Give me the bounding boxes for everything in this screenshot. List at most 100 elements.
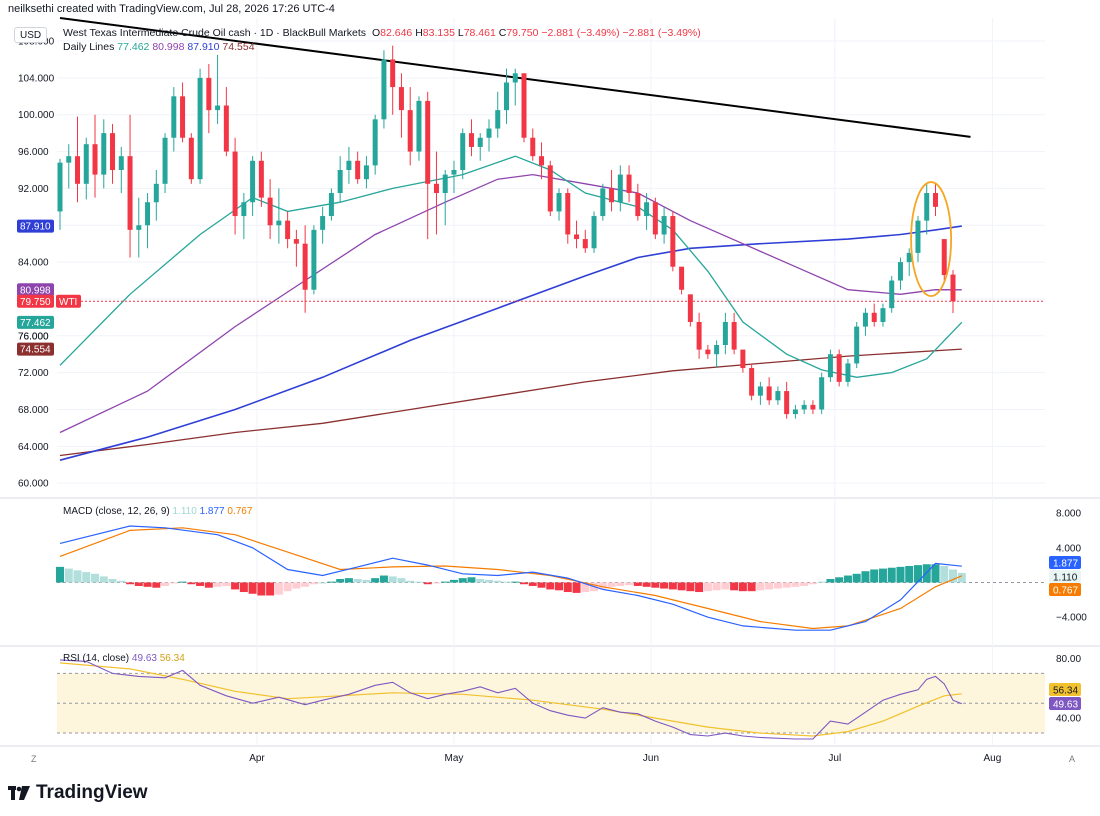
candle-body — [565, 193, 571, 235]
candle-body — [372, 119, 378, 166]
candle-body — [854, 326, 860, 364]
candle-body — [398, 87, 404, 111]
candle-body — [784, 391, 790, 415]
macd-histogram-bar — [511, 581, 520, 583]
macd-histogram-bar — [432, 582, 441, 584]
macd-histogram-bar — [773, 582, 782, 589]
macd-histogram-bar — [231, 582, 240, 590]
symbol-tag-text: WTI — [59, 297, 77, 308]
macd-legend-label: MACD (close, 12, 26, 9) — [63, 506, 170, 517]
candle-body — [460, 133, 466, 170]
symbol-title[interactable]: West Texas Intermediate Crude Oil cash ·… — [63, 27, 367, 39]
macd-histogram-bar — [546, 582, 555, 590]
rsi-value-badge — [1049, 683, 1081, 696]
zoom-corner-left[interactable]: Z — [31, 754, 37, 764]
macd-histogram-bar — [957, 572, 966, 583]
macd-histogram-bar — [878, 568, 887, 583]
macd-histogram-bar — [616, 582, 625, 586]
macd-value-badge-text: 1.110 — [1053, 573, 1078, 584]
candle-body — [250, 160, 256, 203]
price-label-text: 87.910 — [20, 222, 51, 233]
candle-body — [171, 96, 177, 138]
candle-body — [600, 188, 606, 217]
macd-histogram-bar — [887, 567, 896, 583]
macd-histogram-bar — [835, 577, 844, 583]
open-value: 82.646 — [380, 27, 413, 39]
candle-body — [714, 345, 720, 355]
candle-body — [521, 73, 527, 138]
macd-histogram-bar — [520, 582, 529, 585]
candle-body — [75, 156, 81, 184]
price-axis-label: 64.000 — [18, 442, 49, 453]
macd-legend[interactable]: MACD (close, 12, 26, 9) 1.110 1.877 0.76… — [63, 506, 252, 517]
candle-body — [512, 73, 518, 83]
macd-histogram-bar — [117, 580, 126, 583]
price-label-badge — [17, 342, 54, 356]
price-label-badge — [17, 283, 54, 297]
close-label: C — [498, 27, 507, 39]
candle-body — [819, 377, 825, 410]
candle-body — [416, 100, 422, 152]
daily-lines-legend[interactable]: Daily Lines 77.462 80.998 87.910 74.554 — [63, 41, 255, 53]
price-label-text: 74.554 — [20, 345, 51, 356]
macd-histogram-bar — [642, 582, 651, 587]
macd-histogram-bar — [213, 582, 222, 587]
candle-body — [609, 188, 615, 203]
candle-body — [696, 321, 702, 350]
macd-histogram-bar — [371, 578, 380, 583]
candle-body — [574, 234, 580, 240]
macd-histogram-bar — [362, 579, 371, 583]
macd-histogram-bar — [327, 581, 336, 583]
macd-histogram-bar — [633, 582, 642, 586]
candle-body — [836, 354, 842, 382]
macd-histogram-bar — [712, 582, 721, 591]
candle-body — [687, 294, 693, 322]
candle-body — [591, 216, 597, 249]
candle-body — [241, 202, 247, 217]
macd-legend-hist: 1.110 — [172, 506, 197, 517]
macd-histogram-bar — [870, 569, 879, 583]
low-label: L — [457, 27, 464, 39]
candle-body — [731, 321, 737, 350]
macd-histogram-bar — [248, 582, 257, 594]
rsi-legend[interactable]: RSI (14, close) 49.63 56.34 — [63, 653, 185, 664]
daily-lines-value-1: 77.462 — [117, 41, 150, 53]
ma100-line — [59, 225, 962, 461]
macd-histogram-bar — [747, 582, 756, 592]
candle-body — [792, 409, 798, 415]
macd-histogram-bar — [826, 579, 835, 583]
candle-body — [495, 110, 501, 129]
x-tick-label: Jun — [643, 753, 659, 764]
candle-body — [355, 160, 361, 180]
candle-body — [101, 133, 107, 175]
auto-scale-corner-right[interactable]: A — [1069, 754, 1076, 764]
macd-histogram-bar — [152, 582, 161, 588]
rsi-legend-ma: 56.34 — [159, 653, 185, 664]
candle-body — [486, 128, 492, 138]
candle-body — [652, 202, 658, 235]
macd-histogram-bar — [677, 582, 686, 591]
candle-body — [924, 193, 930, 221]
candle-body — [635, 193, 641, 217]
macd-histogram-bar — [423, 582, 432, 585]
macd-histogram-bar — [388, 576, 397, 583]
macd-histogram-bar — [196, 582, 205, 586]
candle-body — [547, 165, 553, 212]
macd-histogram-bar — [397, 578, 406, 583]
macd-histogram-bar — [791, 582, 800, 587]
candle-body — [232, 151, 238, 217]
daily-lines-label: Daily Lines — [63, 41, 115, 53]
macd-histogram-bar — [703, 582, 712, 592]
rsi-axis-label: 40.00 — [1056, 714, 1081, 725]
candle-body — [661, 216, 667, 235]
macd-histogram-bar — [905, 565, 914, 583]
candle-body — [950, 274, 956, 302]
candle-body — [539, 156, 545, 166]
macd-histogram-bar — [738, 582, 747, 592]
currency-selector[interactable]: USD — [14, 27, 48, 43]
daily-lines-value-3: 87.910 — [187, 41, 220, 53]
macd-value-badge — [1049, 556, 1081, 569]
symbol-tag-badge — [56, 294, 81, 308]
candle-body — [644, 202, 650, 217]
